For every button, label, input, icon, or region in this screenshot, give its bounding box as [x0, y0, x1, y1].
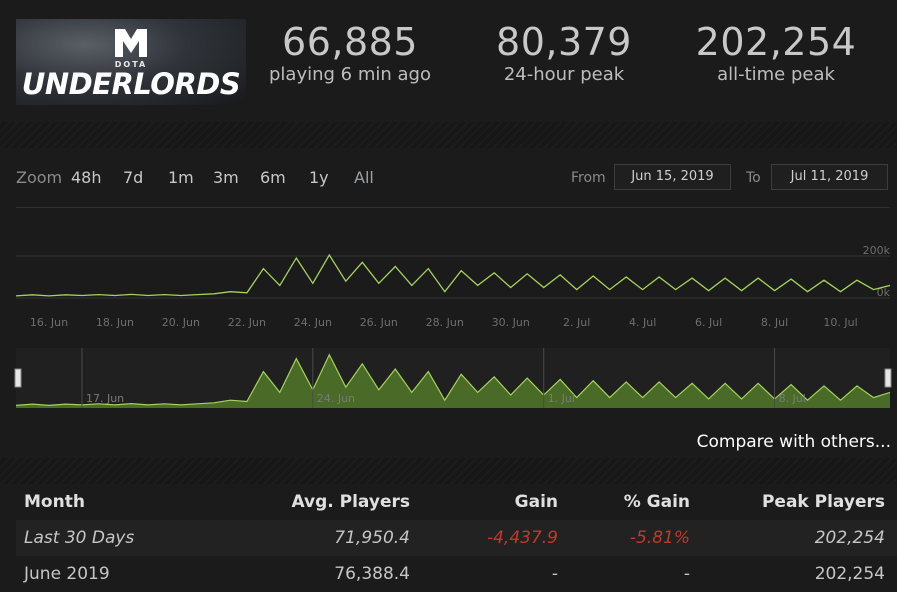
x-tick-label: 22. Jun	[228, 316, 266, 329]
compare-with-others-link[interactable]: Compare with others...	[696, 432, 891, 452]
navigator-label: 24. Jun	[317, 392, 355, 405]
zoom-1y-button[interactable]: 1y	[309, 168, 329, 187]
table-row: Last 30 Days 71,950.4 -4,437.9 -5.81% 20…	[16, 520, 897, 556]
navigator-left-handle[interactable]	[14, 368, 22, 388]
stat-24h-peak: 80,379 24-hour peak	[476, 20, 652, 86]
stat-all-time-peak: 202,254 all-time peak	[686, 20, 866, 86]
stat-value: 202,254	[695, 20, 857, 64]
zoom-label: Zoom	[16, 168, 63, 187]
stat-label: all-time peak	[717, 64, 835, 85]
zoom-48h-button[interactable]: 48h	[71, 168, 102, 187]
navigator-label: 17. Jun	[86, 392, 124, 405]
header: DOTA UNDERLORDS 66,885 playing 6 min ago…	[0, 0, 897, 122]
header-month: Month	[24, 492, 85, 512]
header-peak-players: Peak Players	[761, 492, 885, 512]
table-header-row: Month Avg. Players Gain % Gain Peak Play…	[16, 484, 897, 520]
x-tick-label: 4. Jul	[629, 316, 656, 329]
header-avg-players: Avg. Players	[291, 492, 410, 512]
cell-avg: 71,950.4	[334, 528, 410, 548]
navigator-area	[16, 354, 890, 408]
zoom-1m-button[interactable]: 1m	[168, 168, 194, 187]
range-from-input[interactable]	[614, 164, 731, 190]
cell-month: Last 30 Days	[24, 528, 135, 548]
x-tick-label: 8. Jul	[761, 316, 788, 329]
navigator-label: 1. Jul	[548, 392, 575, 405]
zoom-all-button[interactable]: All	[354, 168, 374, 187]
divider-band	[0, 458, 897, 484]
x-tick-label: 20. Jun	[162, 316, 200, 329]
x-tick-label: 2. Jul	[563, 316, 590, 329]
series-line	[15, 253, 891, 297]
x-tick-label: 24. Jun	[294, 316, 332, 329]
table-row: June 2019 76,388.4 - - 202,254	[16, 556, 897, 592]
player-chart[interactable]: 0k 200k 16. Jun 18. Jun 20. Jun 22. Jun 24. J…	[0, 148, 897, 458]
logo-small-text: DOTA	[114, 60, 148, 69]
cell-gain: -	[551, 564, 558, 584]
cell-pct: -5.81%	[629, 528, 690, 548]
logo-big-text: UNDERLORDS	[21, 67, 241, 101]
cell-gain: -4,437.9	[486, 528, 558, 548]
header-gain: Gain	[514, 492, 558, 512]
y-tick-label: 0k	[877, 286, 891, 299]
header-pct-gain: % Gain	[623, 492, 690, 512]
cell-peak: 202,254	[814, 528, 885, 548]
cell-pct: -	[683, 564, 690, 584]
zoom-3m-button[interactable]: 3m	[213, 168, 239, 187]
game-logo[interactable]: DOTA UNDERLORDS	[16, 19, 246, 105]
x-tick-label: 28. Jun	[426, 316, 464, 329]
stat-value: 66,885	[282, 20, 418, 64]
dota-emblem-icon	[115, 29, 147, 57]
zoom-7d-button[interactable]: 7d	[123, 168, 144, 187]
y-tick-label: 200k	[863, 244, 891, 257]
stat-value: 80,379	[496, 20, 632, 64]
chart-separator	[16, 207, 890, 208]
navigator-label: 8. Jul	[779, 392, 806, 405]
stat-current-players: 66,885 playing 6 min ago	[262, 20, 438, 86]
x-tick-label: 26. Jun	[360, 316, 398, 329]
range-from-label: From	[571, 170, 606, 186]
divider-band	[0, 122, 897, 148]
stat-label: playing 6 min ago	[269, 64, 431, 85]
cell-month: June 2019	[24, 564, 110, 584]
navigator-right-handle[interactable]	[884, 368, 892, 388]
range-to-label: To	[746, 170, 761, 186]
cell-peak: 202,254	[814, 564, 885, 584]
cell-avg: 76,388.4	[334, 564, 410, 584]
x-tick-label: 18. Jun	[96, 316, 134, 329]
chart-panel: Zoom 48h 7d 1m 3m 6m 1y All From To 0k 20…	[0, 148, 897, 458]
navigator-line	[15, 353, 891, 407]
x-tick-label: 10. Jul	[823, 316, 857, 329]
x-tick-label: 30. Jun	[492, 316, 530, 329]
x-tick-label: 16. Jun	[30, 316, 68, 329]
stat-label: 24-hour peak	[503, 64, 625, 85]
zoom-6m-button[interactable]: 6m	[260, 168, 286, 187]
x-tick-label: 6. Jul	[695, 316, 722, 329]
range-to-input[interactable]	[771, 164, 888, 190]
